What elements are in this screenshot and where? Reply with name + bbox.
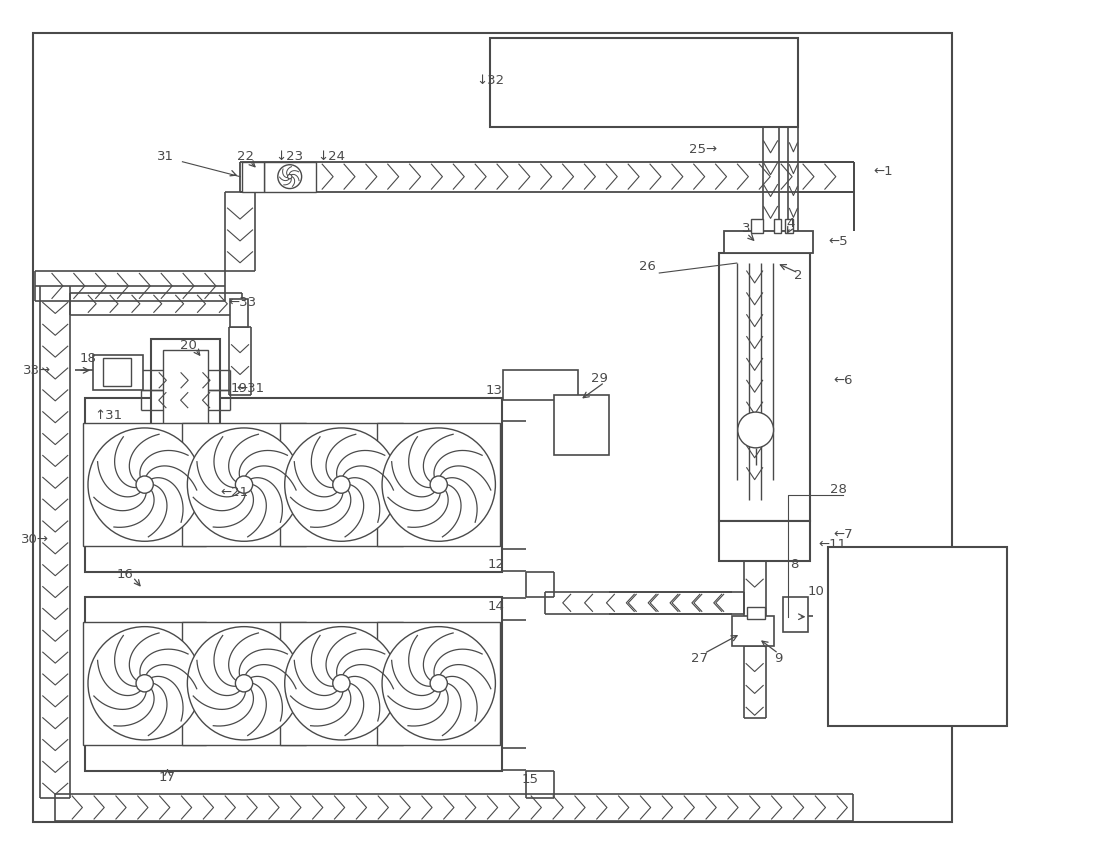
Circle shape [285,626,399,740]
Text: ↓32: ↓32 [477,74,504,87]
Bar [183,622,306,745]
Circle shape [137,476,153,494]
Circle shape [88,428,201,541]
Bar [280,423,403,546]
Text: 18: 18 [79,352,97,365]
Circle shape [333,476,350,494]
Bar [242,162,264,191]
Text: 2: 2 [794,270,803,283]
Bar [183,423,306,546]
Text: 29: 29 [591,372,608,385]
Bar [751,220,763,233]
Text: 30→: 30→ [22,533,50,545]
Bar [746,607,764,619]
Text: ↑31: ↑31 [94,408,122,421]
Bar [378,622,500,745]
Circle shape [236,476,252,494]
Bar [85,398,502,572]
Circle shape [277,165,302,189]
Bar [102,358,131,386]
Text: 12: 12 [488,557,505,570]
Bar [828,547,1007,726]
Bar [83,622,206,745]
Text: ←11: ←11 [818,538,847,551]
Bar [33,32,952,822]
Text: 27: 27 [690,652,708,665]
Text: ↓23: ↓23 [275,151,304,163]
Circle shape [137,675,153,692]
Text: 10: 10 [808,585,825,598]
Circle shape [382,428,495,541]
Circle shape [738,412,774,448]
Circle shape [430,476,447,494]
Text: 15: 15 [522,774,538,786]
Bar [85,597,502,771]
Text: ←5: ←5 [828,235,848,248]
Circle shape [285,428,399,541]
Text: 13: 13 [486,384,503,397]
Bar [503,370,578,400]
Text: 4: 4 [786,217,795,230]
Text: ↓24: ↓24 [317,151,346,163]
Bar [280,622,403,745]
Bar [719,522,810,561]
Text: 16: 16 [117,568,133,580]
Text: 17: 17 [159,771,176,784]
Text: 9: 9 [774,652,783,665]
Bar [723,231,814,253]
Circle shape [187,626,301,740]
Text: 8: 8 [791,557,798,570]
Circle shape [236,675,252,692]
Bar [230,299,248,327]
Bar [785,220,794,233]
Text: 33→: 33→ [23,364,52,377]
Circle shape [88,626,201,740]
Text: 19: 19 [230,382,248,395]
Text: ←6: ←6 [833,374,852,387]
Text: 22: 22 [237,151,253,163]
Circle shape [333,675,350,692]
Text: 20: 20 [179,339,197,352]
Text: ←7: ←7 [833,528,853,540]
Text: ←21: ←21 [220,486,249,499]
Bar [92,356,143,391]
Bar [83,423,206,546]
Bar [732,616,774,646]
Circle shape [187,428,301,541]
Bar [719,253,810,522]
Bar [554,395,609,454]
Text: ←31: ←31 [237,382,265,395]
Circle shape [430,675,447,692]
Bar [784,597,808,631]
Text: 26: 26 [639,260,656,272]
Text: 31: 31 [157,151,174,163]
Text: ←33: ←33 [229,296,257,309]
Bar [774,220,782,233]
Text: 28: 28 [830,483,847,496]
Bar [163,351,208,476]
Circle shape [382,626,495,740]
Bar [151,339,220,488]
Bar [378,423,500,546]
Text: ←1: ←1 [873,165,893,178]
Bar [264,162,316,191]
Text: 25→: 25→ [689,143,717,157]
Text: 14: 14 [488,600,504,614]
Bar [490,37,798,127]
Text: 3: 3 [742,222,751,235]
Circle shape [287,174,292,179]
